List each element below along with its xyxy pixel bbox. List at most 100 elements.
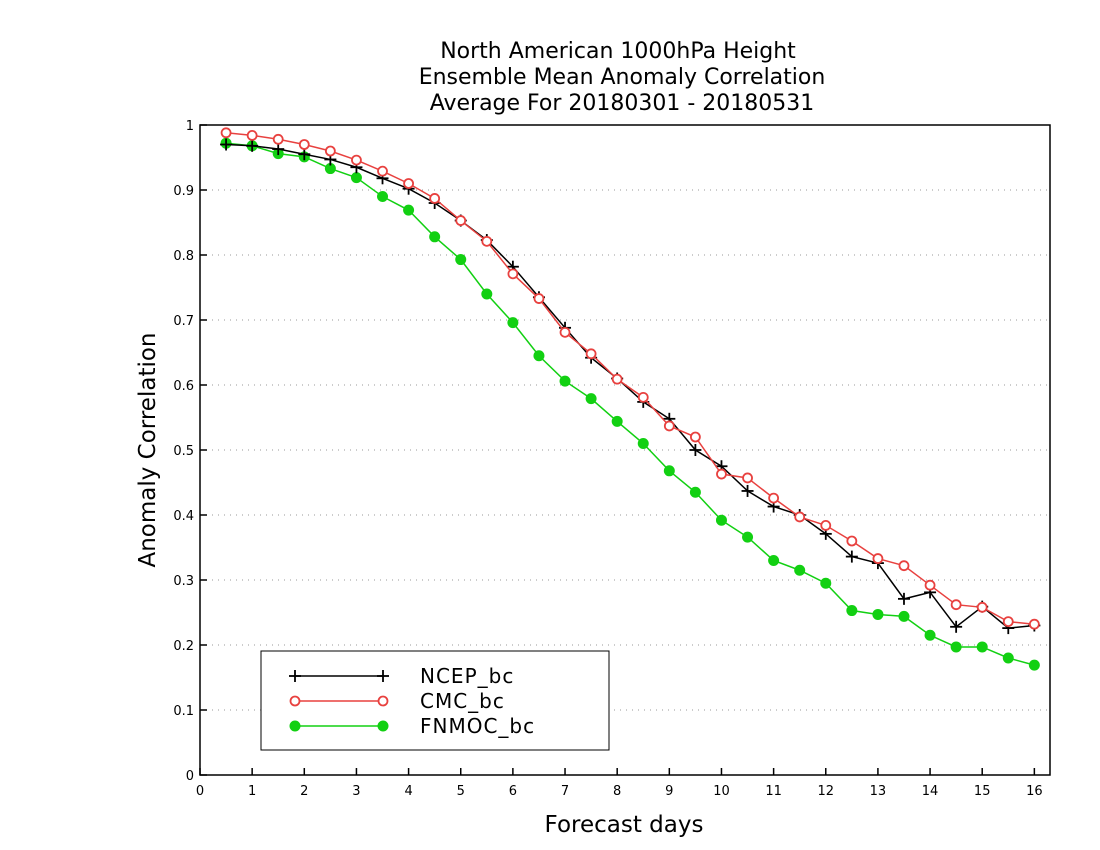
series-cmc-bc <box>220 127 1040 630</box>
series-ncep-bc <box>220 138 1041 635</box>
series-line-ncep-bc <box>226 143 1035 629</box>
data-point-ncep-bc <box>246 139 259 152</box>
data-point-cmc-bc <box>1028 618 1040 630</box>
data-point-cmc-bc <box>611 373 623 385</box>
data-point-fnmoc-bc <box>507 317 519 329</box>
legend-marker-ncep-bc <box>377 670 389 682</box>
y-tick-label: 0.2 <box>173 639 194 654</box>
data-point-fnmoc-bc <box>715 514 727 526</box>
y-tick-label: 0.3 <box>173 574 194 589</box>
data-point-cmc-bc <box>716 468 727 480</box>
data-point-fnmoc-bc <box>924 629 936 641</box>
data-point-cmc-bc <box>559 326 571 338</box>
data-point-cmc-bc <box>429 193 441 204</box>
legend-marker-fnmoc-bc <box>377 720 389 732</box>
data-point-ncep-bc <box>272 143 285 156</box>
x-tick-label: 4 <box>404 784 412 799</box>
data-point-cmc-bc <box>585 348 597 360</box>
data-point-cmc-bc <box>794 511 806 523</box>
y-tick-label: 0.6 <box>173 379 194 394</box>
data-point-cmc-bc <box>324 145 336 157</box>
x-tick-label: 9 <box>665 784 673 799</box>
data-point-cmc-bc <box>272 133 284 145</box>
x-tick-label: 8 <box>613 784 621 799</box>
data-point-cmc-bc <box>820 520 832 531</box>
data-point-cmc-bc <box>872 553 884 564</box>
x-tick-label: 1 <box>248 784 256 799</box>
data-point-cmc-bc <box>351 154 362 166</box>
title-line-2: Ensemble Mean Anomaly Correlation <box>419 65 826 90</box>
data-point-cmc-bc <box>455 215 467 226</box>
data-point-cmc-bc <box>742 472 753 484</box>
y-tick-label: 0.5 <box>173 444 194 459</box>
data-point-ncep-bc <box>689 444 702 456</box>
chart-title: North American 1000hPa Height Ensemble M… <box>419 39 826 116</box>
y-axis-title: Anomaly Correlation <box>135 332 161 567</box>
x-tick-label: 7 <box>561 784 569 799</box>
legend-marker-cmc-bc <box>289 695 301 707</box>
data-point-fnmoc-bc <box>976 641 988 653</box>
gridlines <box>200 189 1050 711</box>
title-line-1: North American 1000hPa Height <box>440 39 796 64</box>
data-point-cmc-bc <box>976 601 988 613</box>
data-point-fnmoc-bc <box>898 610 910 622</box>
data-point-cmc-bc <box>220 127 232 139</box>
x-tick-label: 5 <box>457 784 465 799</box>
data-point-ncep-bc <box>950 620 963 633</box>
data-point-cmc-bc <box>481 235 493 247</box>
data-point-fnmoc-bc <box>742 531 754 543</box>
legend-item-cmc-bc: CMC_bc <box>289 689 505 713</box>
data-point-cmc-bc <box>377 165 388 177</box>
data-point-fnmoc-bc <box>481 288 493 300</box>
x-tick-label: 2 <box>300 784 308 799</box>
data-point-fnmoc-bc <box>350 172 362 184</box>
data-point-fnmoc-bc <box>377 191 389 202</box>
data-point-cmc-bc <box>507 268 519 280</box>
data-point-fnmoc-bc <box>403 204 415 216</box>
data-point-cmc-bc <box>298 139 310 150</box>
x-tick-label: 15 <box>974 784 991 799</box>
legend-marker-fnmoc-bc <box>289 720 301 732</box>
series-fnmoc-bc <box>220 137 1040 671</box>
data-point-cmc-bc <box>663 420 675 432</box>
data-point-fnmoc-bc <box>768 555 780 566</box>
data-point-ncep-bc <box>220 138 233 151</box>
data-point-ncep-bc <box>897 592 910 605</box>
data-point-fnmoc-bc <box>611 415 623 427</box>
data-point-cmc-bc <box>246 129 258 141</box>
legend-item-fnmoc-bc: FNMOC_bc <box>289 714 535 738</box>
data-point-fnmoc-bc <box>950 641 962 653</box>
data-point-ncep-bc <box>741 484 754 497</box>
axes <box>199 124 1051 776</box>
y-tick-label: 0.7 <box>173 314 194 329</box>
data-point-ncep-bc <box>845 550 858 563</box>
data-point-fnmoc-bc <box>846 605 858 617</box>
data-point-cmc-bc <box>689 431 701 443</box>
x-tick-label: 6 <box>509 784 517 799</box>
legend-label-fnmoc-bc: FNMOC_bc <box>420 714 535 738</box>
data-point-cmc-bc <box>533 293 545 304</box>
x-tick-label: 10 <box>713 784 730 799</box>
data-point-fnmoc-bc <box>429 231 441 243</box>
y-tick-label: 0.8 <box>173 249 194 264</box>
legend-label-ncep-bc: NCEP_bc <box>420 664 514 688</box>
x-tick-label: 16 <box>1026 784 1043 799</box>
data-point-fnmoc-bc <box>794 564 806 576</box>
legend-marker-cmc-bc <box>377 695 389 707</box>
legend-item-ncep-bc: NCEP_bc <box>289 664 514 688</box>
data-point-cmc-bc <box>846 535 858 547</box>
data-point-cmc-bc <box>898 560 910 572</box>
legend-marker-ncep-bc <box>289 670 301 682</box>
x-tick-label: 14 <box>922 784 939 799</box>
data-point-fnmoc-bc <box>585 393 597 405</box>
legend-label-cmc-bc: CMC_bc <box>420 689 505 713</box>
y-tick-label: 0.1 <box>173 704 194 719</box>
data-point-fnmoc-bc <box>872 608 884 620</box>
title-line-3: Average For 20180301 - 20180531 <box>430 91 815 116</box>
data-point-cmc-bc <box>403 178 414 189</box>
data-point-fnmoc-bc <box>559 375 571 387</box>
data-point-fnmoc-bc <box>689 486 701 498</box>
series-line-fnmoc-bc <box>225 142 1035 666</box>
series-line-cmc-bc <box>225 132 1035 625</box>
